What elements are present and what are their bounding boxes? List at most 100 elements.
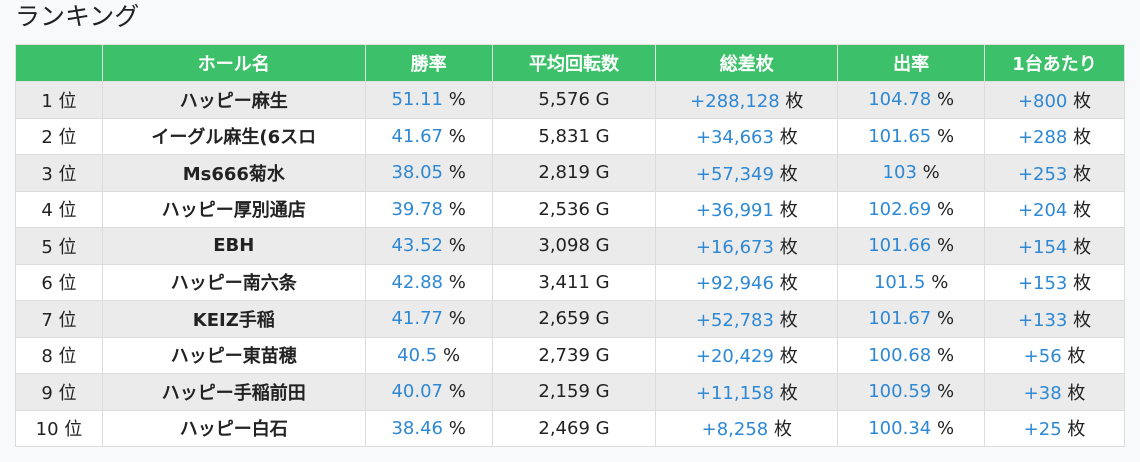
spins-cell: 3,098 G (491, 227, 657, 265)
payout-rate-cell: 101.5 % (837, 263, 986, 301)
table-row: 8 位ハッピー東苗穂 40.5 % 2,739 G +20,429 枚 100.68 %… (15, 336, 1125, 374)
rank-cell: 4 位 (15, 190, 103, 228)
win-rate-value: 41.67 (391, 125, 443, 147)
win-rate-value: 39.78 (391, 198, 443, 220)
per-unit-value: +154 (1017, 236, 1068, 258)
total-diff-unit: 枚 (779, 127, 798, 149)
hall-cell: ハッピー南六条 (101, 263, 366, 301)
per-unit-cell: +56 枚 (984, 336, 1125, 374)
win-rate-cell: 40.5 % (364, 336, 493, 374)
total-diff-value: +11,158 (695, 382, 774, 404)
table-row: 6 位ハッピー南六条 42.88 % 3,411 G +92,946 枚 101.5 %… (15, 263, 1125, 301)
table-row: 9 位ハッピー手稲前田 40.07 % 2,159 G +11,158 枚 100.59… (15, 373, 1125, 411)
spins-cell: 2,159 G (491, 373, 657, 411)
payout-rate-cell: 101.65 % (837, 117, 986, 155)
win-rate-value: 38.05 (391, 162, 443, 184)
total-diff-cell: +92,946 枚 (655, 263, 839, 301)
payout-rate-unit: % (936, 235, 955, 257)
total-diff-cell: +52,783 枚 (655, 300, 839, 338)
win-rate-cell: 42.88 % (364, 263, 493, 301)
per-unit-cell: +204 枚 (984, 190, 1125, 228)
per-unit-unit: 枚 (1073, 236, 1092, 258)
hall-cell: イーグル麻生(6スロ (101, 117, 366, 155)
total-diff-unit: 枚 (779, 200, 798, 222)
payout-rate-cell: 100.34 % (837, 409, 986, 447)
spins-cell: 2,659 G (491, 300, 657, 338)
column-header: 勝率 (364, 44, 493, 82)
column-header: 1台あたり (984, 44, 1125, 82)
payout-rate-cell: 100.68 % (837, 336, 986, 374)
column-header: 総差枚 (655, 44, 839, 82)
win-rate-unit: % (448, 271, 466, 293)
win-rate-cell: 41.77 % (364, 300, 493, 338)
total-diff-value: +20,429 (695, 346, 774, 368)
spins-cell: 5,576 G (491, 81, 657, 119)
payout-rate-value: 103 (882, 162, 917, 184)
per-unit-unit: 枚 (1073, 273, 1092, 295)
total-diff-value: +288,128 (690, 90, 780, 112)
per-unit-unit: 枚 (1067, 346, 1086, 368)
rank-cell: 10 位 (15, 409, 103, 447)
win-rate-value: 40.07 (391, 381, 443, 403)
ranking-table: ホール名 勝率 平均回転数 総差枚 出率 1台あたり 1 位ハッピー麻生 51.11 % 5,… (15, 44, 1125, 447)
total-diff-unit: 枚 (773, 419, 792, 441)
hall-cell: KEIZ手稲 (101, 300, 366, 338)
per-unit-cell: +154 枚 (984, 227, 1125, 265)
total-diff-value: +34,663 (695, 127, 774, 149)
header-row: ホール名 勝率 平均回転数 総差枚 出率 1台あたり (15, 44, 1125, 82)
payout-rate-cell: 103 % (837, 154, 986, 192)
total-diff-value: +52,783 (695, 309, 774, 331)
per-unit-value: +288 (1017, 127, 1068, 149)
per-unit-unit: 枚 (1067, 382, 1086, 404)
per-unit-unit: 枚 (1073, 90, 1092, 112)
total-diff-unit: 枚 (779, 346, 798, 368)
per-unit-cell: +800 枚 (984, 81, 1125, 119)
column-header: ホール名 (101, 44, 366, 82)
payout-rate-value: 101.66 (868, 235, 932, 257)
per-unit-cell: +38 枚 (984, 373, 1125, 411)
win-rate-unit: % (448, 235, 466, 257)
per-unit-cell: +288 枚 (984, 117, 1125, 155)
total-diff-unit: 枚 (779, 273, 798, 295)
win-rate-unit: % (442, 344, 461, 366)
total-diff-unit: 枚 (779, 163, 798, 185)
total-diff-cell: +11,158 枚 (655, 373, 839, 411)
win-rate-cell: 51.11 % (364, 81, 493, 119)
hall-cell: EBH (101, 227, 366, 265)
win-rate-cell: 38.46 % (364, 409, 493, 447)
per-unit-value: +25 (1023, 419, 1062, 441)
rank-cell: 2 位 (15, 117, 103, 155)
payout-rate-value: 101.67 (868, 308, 932, 330)
per-unit-unit: 枚 (1073, 200, 1092, 222)
total-diff-cell: +57,349 枚 (655, 154, 839, 192)
win-rate-cell: 39.78 % (364, 190, 493, 228)
payout-rate-cell: 102.69 % (837, 190, 986, 228)
total-diff-cell: +8,258 枚 (655, 409, 839, 447)
win-rate-cell: 40.07 % (364, 373, 493, 411)
total-diff-cell: +34,663 枚 (655, 117, 839, 155)
per-unit-unit: 枚 (1073, 163, 1092, 185)
win-rate-value: 42.88 (391, 271, 443, 293)
spins-cell: 2,739 G (491, 336, 657, 374)
payout-rate-value: 101.65 (868, 125, 932, 147)
payout-rate-value: 104.78 (868, 89, 932, 111)
total-diff-cell: +20,429 枚 (655, 336, 839, 374)
per-unit-cell: +153 枚 (984, 263, 1125, 301)
page-title: ランキング (15, 2, 140, 31)
win-rate-unit: % (448, 89, 466, 111)
win-rate-unit: % (448, 381, 466, 403)
win-rate-unit: % (448, 417, 466, 439)
hall-cell: ハッピー麻生 (101, 81, 366, 119)
win-rate-value: 38.46 (391, 417, 443, 439)
table-row: 7 位 KEIZ手稲 41.77 % 2,659 G +52,783 枚 101.67 %… (15, 300, 1125, 338)
spins-cell: 5,831 G (491, 117, 657, 155)
table-row: 2 位イーグル麻生(6スロ 41.67 % 5,831 G +34,663 枚 101.… (15, 117, 1125, 155)
payout-rate-cell: 101.67 % (837, 300, 986, 338)
payout-rate-value: 100.59 (868, 381, 932, 403)
table-row: 3 位 Ms666菊水 38.05 % 2,819 G +57,349 枚 103 % +2… (15, 154, 1125, 192)
rank-cell: 7 位 (15, 300, 103, 338)
total-diff-unit: 枚 (779, 236, 798, 258)
per-unit-value: +204 (1017, 200, 1068, 222)
total-diff-value: +92,946 (695, 273, 774, 295)
